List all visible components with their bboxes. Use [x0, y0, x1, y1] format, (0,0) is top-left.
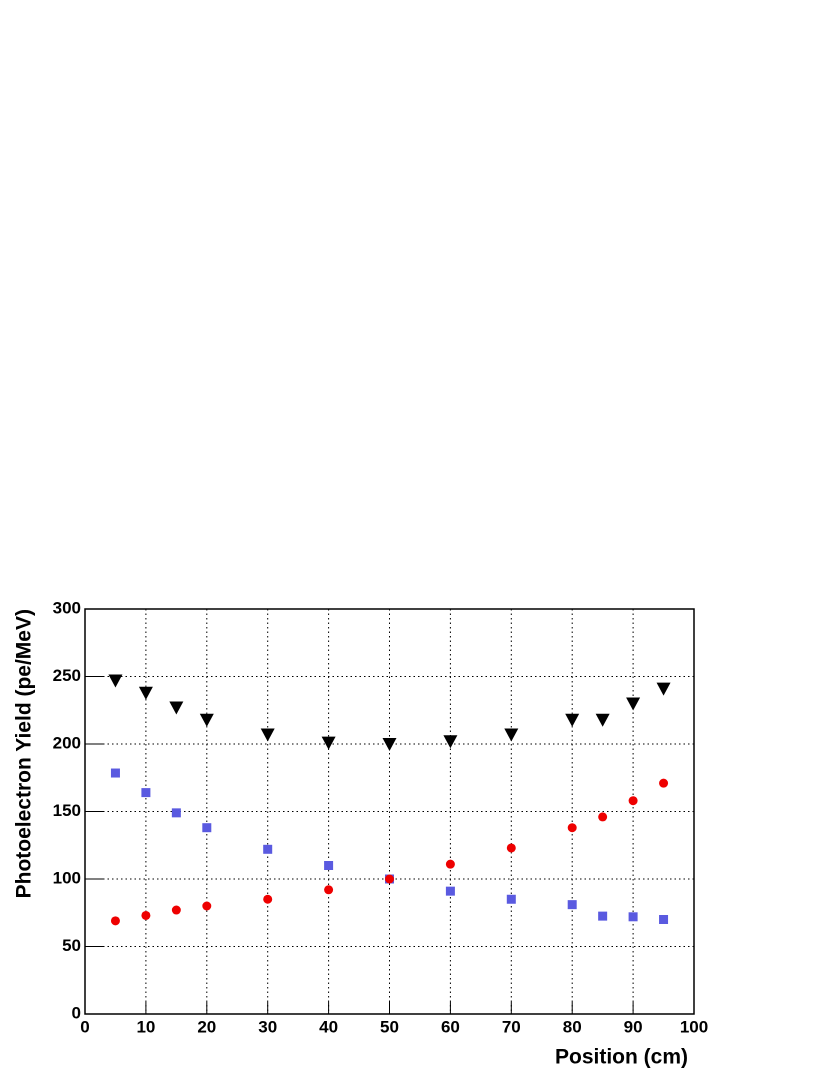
y-tick-label: 300 [53, 598, 81, 617]
point [567, 823, 577, 833]
point [260, 728, 275, 742]
point [504, 728, 519, 742]
y-tick-label: 50 [62, 936, 81, 955]
point [263, 894, 273, 904]
x-tick-label: 40 [319, 1017, 338, 1036]
point [565, 713, 580, 727]
point [108, 674, 123, 688]
point [628, 796, 638, 806]
x-tick-label: 90 [624, 1017, 643, 1036]
point [110, 916, 120, 926]
point [626, 697, 641, 711]
point [659, 915, 669, 924]
point [141, 910, 151, 920]
point [202, 823, 212, 833]
x-tick-label: 20 [197, 1017, 216, 1036]
point [321, 736, 336, 750]
point [199, 713, 214, 727]
point [656, 682, 671, 696]
point [659, 778, 669, 788]
point [595, 713, 610, 727]
point [141, 788, 151, 798]
plot-frame [84, 608, 695, 1015]
x-tick-label: 80 [563, 1017, 582, 1036]
point [598, 911, 608, 921]
y-tick-label: 100 [53, 868, 81, 887]
x-tick-label: 60 [441, 1017, 460, 1036]
point [443, 735, 458, 749]
point [324, 861, 334, 870]
point [171, 808, 181, 818]
point [324, 885, 334, 895]
x-tick-label: 70 [502, 1017, 521, 1036]
point [567, 900, 577, 910]
point [169, 701, 184, 715]
y-axis-title: Photoelectron Yield (pe/MeV) [13, 609, 36, 898]
y-tick-label: 150 [53, 801, 81, 820]
x-tick-label: 0 [80, 1017, 89, 1036]
y-tick-label: 0 [72, 1003, 81, 1022]
point [138, 686, 153, 700]
x-tick-label: 30 [258, 1017, 277, 1036]
x-tick-label: 10 [136, 1017, 155, 1036]
point [110, 768, 120, 778]
x-tick-label: 50 [380, 1017, 399, 1036]
point [506, 843, 516, 853]
point [598, 812, 608, 822]
point [445, 886, 455, 896]
x-tick-label: 100 [680, 1017, 708, 1036]
point [202, 901, 212, 911]
y-tick-label: 250 [53, 666, 81, 685]
x-axis-title: Position (cm) [555, 1046, 688, 1069]
point [385, 874, 394, 884]
point [628, 912, 638, 922]
point [445, 859, 455, 869]
point [171, 905, 181, 915]
y-tick-label: 200 [53, 733, 81, 752]
point [382, 738, 397, 751]
point [263, 844, 273, 854]
point [506, 894, 516, 904]
